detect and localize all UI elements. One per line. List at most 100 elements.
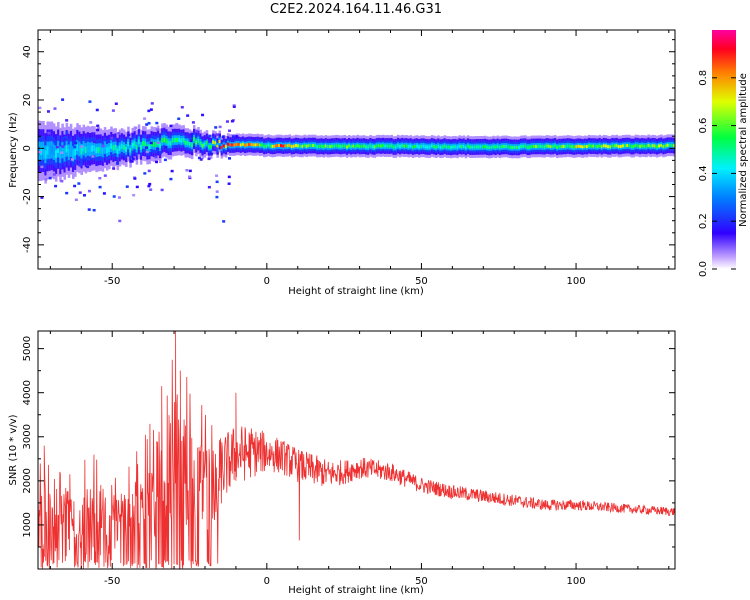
spectrogram-cell	[267, 143, 270, 147]
spectrogram-cell	[377, 144, 381, 148]
spectrogram-cell	[658, 144, 661, 148]
spectrogram-cell	[299, 144, 302, 148]
spectrogram-cell	[190, 142, 194, 147]
spectrogram-cell	[405, 144, 408, 148]
spectrogram-cell	[632, 145, 636, 149]
spectrogram-y-ticks: -40 -20 0 20 40	[22, 39, 675, 258]
spectrogram-cell	[280, 144, 283, 148]
page-title: C2E2.2024.164.11.46.G31	[269, 2, 443, 17]
spectrogram-panel: -50 0 50 100 -40 -20 0 20 40 Height of straight…	[8, 29, 676, 297]
spectrogram-speck	[133, 177, 137, 180]
spectrogram-cell	[409, 144, 413, 148]
spectrogram-cell	[314, 144, 317, 148]
spectrogram-speck	[195, 130, 199, 133]
spectrogram-cell	[536, 144, 540, 148]
spectrogram-speck	[215, 174, 219, 177]
spectrogram-cell	[664, 144, 667, 148]
spectrogram-speck	[169, 124, 173, 128]
spectrogram-cell	[80, 147, 83, 155]
spectrogram-cell	[199, 141, 202, 146]
spectrogram-speck	[215, 133, 219, 136]
spectrogram-cell	[390, 144, 393, 148]
spectrogram-cell	[114, 144, 117, 150]
spectrogram-cell	[443, 144, 447, 148]
spectrogram-cell	[645, 144, 648, 148]
spectrogram-cell	[54, 150, 58, 158]
spectrogram-speck	[127, 133, 131, 137]
spectrogram-cell	[311, 144, 315, 148]
spectrogram-cell	[250, 143, 253, 147]
spectrogram-speck	[149, 141, 153, 145]
spectrogram-speck	[208, 134, 212, 138]
spectrogram-cell	[343, 144, 347, 148]
spectrogram-cell	[209, 144, 213, 149]
spectrogram-cell	[309, 144, 313, 148]
spectrogram-speck	[187, 175, 191, 178]
snr-frame	[37, 330, 676, 570]
spectrogram-cell	[636, 144, 640, 148]
spectrogram-cell	[573, 145, 576, 149]
spectrogram-cell	[643, 144, 646, 148]
spectrogram-cell	[379, 144, 383, 148]
spectrogram-speck	[188, 169, 192, 173]
spectrogram-cell	[231, 143, 234, 147]
spectrogram-cell	[481, 145, 485, 149]
spectrogram-cell	[524, 144, 527, 148]
spectrogram-speck	[214, 147, 218, 150]
spectrogram-speck	[65, 191, 69, 195]
spectrogram-cell	[271, 144, 275, 148]
spectrogram-x-label: Height of straight line (km)	[288, 286, 424, 297]
spectrogram-cell	[534, 144, 538, 148]
snr-x-label: Height of straight line (km)	[288, 585, 424, 596]
spectrogram-cell	[254, 143, 258, 147]
spectrogram-cell	[360, 144, 364, 148]
colorbar-tick-label: 0.4	[698, 165, 709, 181]
spectrogram-cell	[426, 145, 430, 149]
spectrogram-cell	[269, 144, 272, 148]
spectrogram-speck	[52, 173, 56, 176]
spectrogram-speck	[112, 195, 116, 198]
spectrogram-speck	[54, 184, 58, 188]
spectrogram-speck	[98, 176, 102, 180]
spectrogram-speck	[53, 142, 57, 145]
spectrogram-speck	[197, 156, 201, 160]
spectrogram-cell	[526, 145, 529, 149]
spectrogram-speck	[96, 128, 100, 132]
spectrogram-cell	[439, 145, 442, 149]
spectrogram-speck	[95, 108, 99, 112]
spectrogram-cell	[401, 144, 404, 148]
spectrogram-speck	[92, 208, 96, 212]
spectrogram-speck	[150, 102, 154, 105]
spectrogram-speck	[48, 176, 52, 180]
spectrogram-cell	[178, 137, 181, 142]
spectrogram-cell	[165, 138, 168, 144]
spectrogram-cell	[621, 144, 625, 148]
spectrogram-cell	[71, 150, 75, 158]
spectrogram-speck	[207, 185, 211, 189]
spectrogram-speck	[230, 139, 234, 143]
spectrogram-cell	[133, 141, 137, 147]
spectrogram-speck	[63, 135, 67, 139]
spectrogram-cell	[284, 144, 287, 148]
spectrogram-speck	[132, 193, 136, 197]
spectrogram-cell	[630, 145, 633, 149]
snr-y-ticks: 1000 2000 3000 4000 5000	[22, 336, 675, 548]
spectrogram-cell	[159, 143, 162, 149]
spectrogram-cell	[118, 145, 122, 151]
spectrogram-speck	[147, 184, 151, 188]
spectrogram-cell	[488, 146, 491, 150]
spectrogram-cell	[596, 145, 599, 149]
spectrogram-cell	[384, 144, 387, 148]
spectrogram-cell	[122, 144, 126, 150]
snr-x-tick-label: 0	[264, 576, 270, 587]
spectrogram-cell	[61, 146, 64, 154]
spectrogram-speck	[160, 188, 164, 192]
spectrogram-cell	[341, 144, 345, 148]
spectrogram-cell	[367, 145, 370, 149]
spectrogram-cell	[394, 145, 398, 149]
spectrogram-cell	[460, 145, 464, 149]
spectrogram-cell	[585, 145, 589, 149]
spectrogram-cell	[592, 144, 595, 148]
spectrogram-cell	[301, 144, 304, 148]
spectrogram-cell	[651, 144, 655, 148]
